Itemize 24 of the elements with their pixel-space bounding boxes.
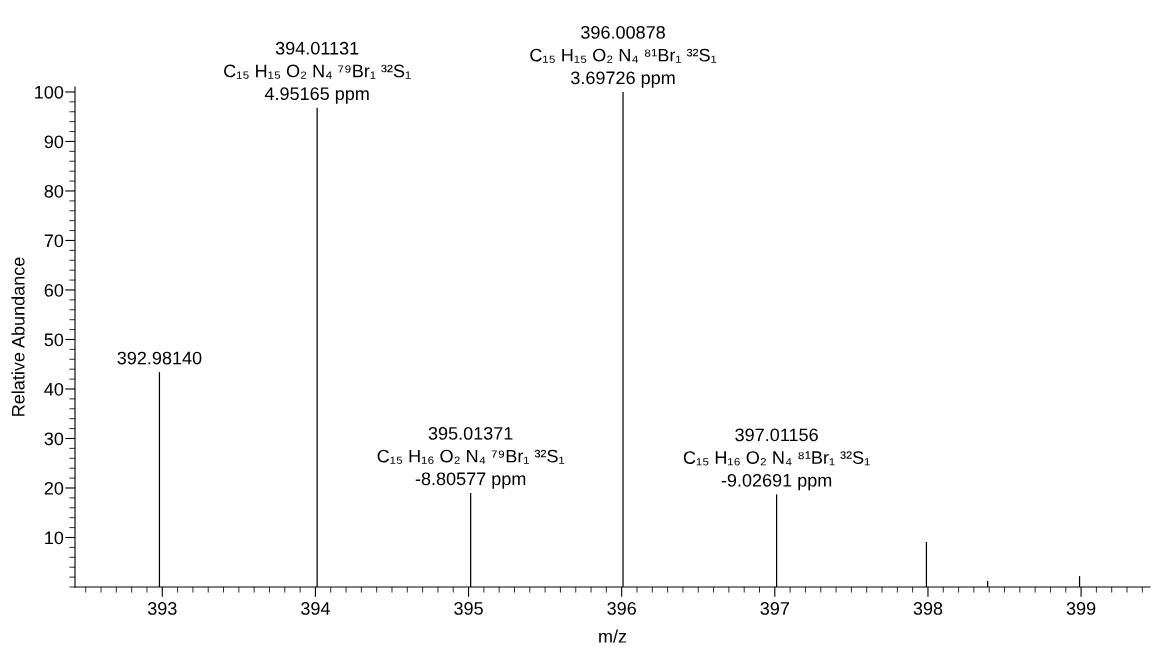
x-tick-label: 398 xyxy=(913,602,943,615)
annotation: 397.01156 C₁₅ H₁₆ O₂ N₄ ⁸¹Br₁ ³²S₁ -9.02691 ppm xyxy=(683,428,870,491)
y-tick-label: 20 xyxy=(44,481,64,495)
annotation: 395.01371 C₁₅ H₁₆ O₂ N₄ ⁷⁹Br₁ ³²S₁ -8.80577 ppm xyxy=(377,426,565,489)
x-tick-label: 395 xyxy=(454,602,483,615)
x-tick-label: 393 xyxy=(147,602,177,615)
y-tick-label: 60 xyxy=(44,283,64,297)
annotation: 396.00878 C₁₅ H₁₅ O₂ N₄ ⁸¹Br₁ ³²S₁ 3.69726 ppm xyxy=(530,25,717,88)
y-tick-label: 70 xyxy=(44,234,64,248)
x-tick-label: 396 xyxy=(607,602,636,615)
y-tick-label: 10 xyxy=(45,531,64,545)
y-tick-label: 80 xyxy=(44,184,64,198)
y-tick-label: 30 xyxy=(44,432,64,446)
x-tick-label: 397 xyxy=(760,602,789,615)
y-tick-label: 50 xyxy=(44,333,64,347)
x-tick-label: 399 xyxy=(1066,602,1096,615)
x-tick-label: 394 xyxy=(301,602,330,615)
y-axis-title: Relative Abundance xyxy=(11,257,25,416)
annotation: 394.01131 C₁₅ H₁₅ O₂ N₄ ⁷⁹Br₁ ³²S₁ 4.95165 ppm xyxy=(224,41,411,104)
x-axis-title: m/z xyxy=(599,629,627,643)
y-tick-label: 90 xyxy=(44,135,64,149)
y-tick-label: 100 xyxy=(35,85,64,99)
annotation: 392.98140 xyxy=(117,351,202,365)
y-tick-label: 40 xyxy=(44,382,64,396)
